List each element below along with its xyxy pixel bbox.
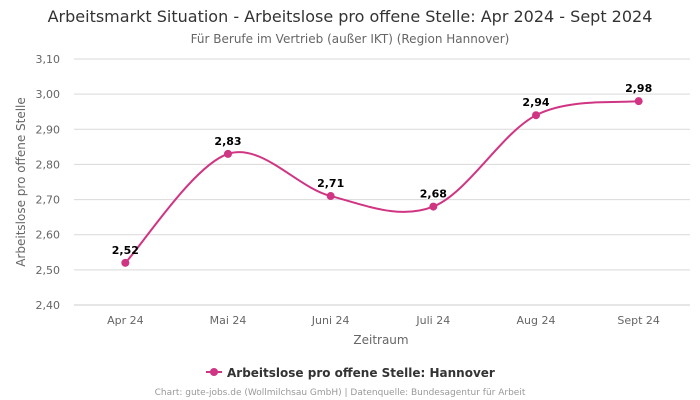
y-tick-label: 3,10: [36, 53, 61, 66]
series-group: [121, 97, 643, 267]
x-tick-label: Juli 24: [415, 314, 450, 327]
grid-lines: [74, 58, 690, 306]
data-label: 2,71: [317, 177, 344, 190]
data-point[interactable]: [224, 149, 232, 158]
y-tick-label: 3,00: [36, 88, 61, 101]
legend-item-label: Arbeitslose pro offene Stelle: Hannover: [227, 366, 495, 380]
data-labels: 2,52 2,83 2,71 2,68 2,94 2,98: [112, 82, 652, 257]
y-tick-label: 2,40: [36, 299, 61, 312]
x-tick-label: Sept 24: [617, 314, 660, 327]
data-point[interactable]: [429, 202, 438, 211]
legend-marker: [210, 368, 218, 376]
y-tick-label: 2,50: [36, 264, 61, 277]
legend[interactable]: Arbeitslose pro offene Stelle: Hannover: [206, 366, 495, 380]
y-axis-title: Arbeitslose pro offene Stelle: [14, 97, 28, 267]
chart-credits: Chart: gute-jobs.de (Wollmilchsau GmbH) …: [155, 388, 526, 398]
y-tick-label: 2,70: [36, 194, 61, 207]
data-point[interactable]: [121, 258, 130, 267]
data-label: 2,83: [214, 135, 241, 148]
data-label: 2,94: [522, 96, 549, 109]
chart-subtitle: Für Berufe im Vertrieb (außer IKT) (Regi…: [191, 32, 510, 46]
y-tick-label: 2,80: [36, 158, 61, 171]
data-point[interactable]: [532, 111, 540, 120]
data-point[interactable]: [326, 192, 335, 201]
y-axis-ticks: 2,40 2,50 2,60 2,70 2,80 2,90 3,00 3,10: [36, 53, 61, 312]
x-tick-label: Juni 24: [311, 314, 350, 327]
x-tick-label: Apr 24: [107, 314, 144, 327]
data-point[interactable]: [634, 97, 643, 106]
x-tick-label: Aug 24: [517, 314, 556, 327]
series-line: [124, 100, 639, 264]
y-tick-label: 2,60: [36, 229, 61, 242]
data-label: 2,52: [112, 244, 139, 257]
chart-title: Arbeitsmarkt Situation - Arbeitslose pro…: [48, 7, 653, 26]
x-axis-title: Zeitraum: [353, 333, 408, 347]
y-tick-label: 2,90: [36, 123, 61, 136]
data-label: 2,68: [420, 188, 447, 201]
x-axis-ticks: Apr 24 Mai 24 Juni 24 Juli 24 Aug 24 Sept 24: [107, 314, 660, 327]
data-label: 2,98: [625, 82, 652, 95]
x-tick-label: Mai 24: [210, 314, 247, 327]
